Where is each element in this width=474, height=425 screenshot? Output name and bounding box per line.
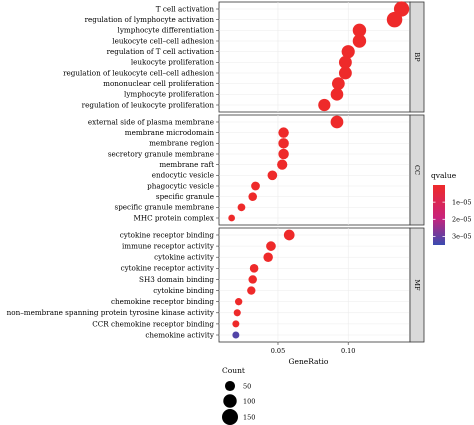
facet-panel-bp: T cell activation regulation of lymphocyt…	[63, 1, 425, 113]
term-label: T cell activation	[156, 4, 215, 13]
term-label: cytokine receptor binding	[120, 230, 215, 239]
panel-frame	[218, 227, 411, 343]
facet-strip	[409, 1, 425, 113]
term-label: membrane region	[149, 139, 214, 148]
data-point	[318, 98, 331, 112]
data-point	[251, 181, 260, 191]
data-point	[352, 34, 367, 48]
term-label: mononuclear cell proliferation	[103, 79, 214, 88]
data-point	[232, 331, 240, 339]
term-label: MHC protein complex	[133, 213, 214, 222]
term-label: external side of plasma membrane	[88, 117, 214, 126]
term-label: regulation of leukocyte proliferation	[82, 100, 215, 109]
x-tick-label: 0.10	[341, 347, 355, 355]
data-point	[228, 214, 235, 222]
facet-strip	[409, 114, 425, 226]
term-label: membrane raft	[159, 160, 214, 169]
data-point	[233, 309, 241, 317]
term-label: regulation of leukocyte cell–cell adhesi…	[63, 68, 214, 77]
data-point	[386, 11, 403, 28]
size-legend-label: 100	[243, 397, 255, 405]
facet-panel-mf: cytokine receptor binding immune receptor…	[7, 227, 425, 343]
facet-strip-label: BP	[413, 52, 421, 62]
term-label: regulation of lymphocyte activation	[85, 15, 215, 24]
data-point	[263, 252, 273, 262]
term-label: non–membrane spanning protein tyrosine k…	[7, 308, 215, 317]
facet-strip-label: MF	[413, 279, 421, 291]
term-label: phagocytic vesicle	[147, 181, 214, 190]
data-point	[249, 264, 259, 273]
data-point	[247, 286, 256, 295]
panel-frame	[218, 1, 411, 113]
data-point	[232, 320, 240, 328]
data-point	[237, 203, 246, 212]
data-point	[283, 229, 295, 241]
term-label: membrane microdomain	[125, 128, 215, 137]
color-legend-label: 1e–05	[452, 198, 472, 206]
data-point	[248, 275, 257, 284]
color-legend-label: 3e–05	[452, 233, 472, 241]
size-legend-circle	[224, 380, 236, 392]
term-label: leukocyte proliferation	[131, 58, 214, 67]
data-point	[330, 88, 344, 101]
data-point	[267, 170, 278, 181]
term-label: lymphocyte proliferation	[124, 90, 214, 99]
x-axis-title: GeneRatio	[289, 357, 329, 366]
term-label: chemokine receptor binding	[111, 297, 214, 306]
data-point	[278, 138, 289, 149]
term-label: CCR chemokine receptor binding	[92, 319, 214, 328]
data-point	[338, 66, 352, 80]
term-label: leukocyte cell–cell adhesion	[112, 36, 214, 45]
term-label: specific granule membrane	[115, 203, 214, 212]
data-point	[338, 55, 352, 69]
data-point	[248, 192, 257, 201]
term-label: regulation of T cell activation	[107, 47, 215, 56]
facet-panel-cc: external side of plasma membrane membrane…	[88, 114, 425, 226]
term-label: endocytic vesicle	[152, 171, 214, 180]
color-legend-label: 2e–05	[452, 216, 472, 224]
term-label: lymphocyte differentiation	[118, 26, 215, 35]
data-point	[266, 241, 276, 251]
size-legend-circle	[222, 409, 238, 425]
panel-frame	[218, 114, 411, 226]
x-tick-label: 0.05	[271, 347, 285, 355]
facet-strip-label: CC	[413, 165, 421, 175]
data-point	[352, 23, 367, 38]
data-point	[234, 297, 243, 306]
size-legend-circle	[223, 394, 237, 408]
term-label: cytokine binding	[153, 286, 214, 295]
data-point	[278, 148, 289, 160]
term-label: secretory granule membrane	[108, 149, 214, 158]
data-point	[332, 77, 345, 91]
size-legend-label: 150	[243, 413, 255, 421]
term-label: chemokine activity	[145, 330, 215, 339]
color-bar	[433, 185, 445, 245]
term-label: SH3 domain binding	[139, 275, 214, 284]
term-label: specific granule	[156, 192, 214, 201]
term-label: cytokine activity	[154, 253, 215, 262]
term-label: cytokine receptor activity	[121, 264, 215, 273]
data-point	[277, 159, 288, 170]
color-legend-title: qvalue	[431, 171, 457, 180]
facet-strip	[409, 227, 425, 343]
data-point	[330, 115, 344, 129]
data-point	[278, 127, 289, 138]
size-legend-label: 50	[243, 382, 251, 390]
data-point	[341, 45, 355, 59]
term-label: immune receptor activity	[122, 242, 215, 251]
size-legend-title: Count	[222, 366, 245, 375]
